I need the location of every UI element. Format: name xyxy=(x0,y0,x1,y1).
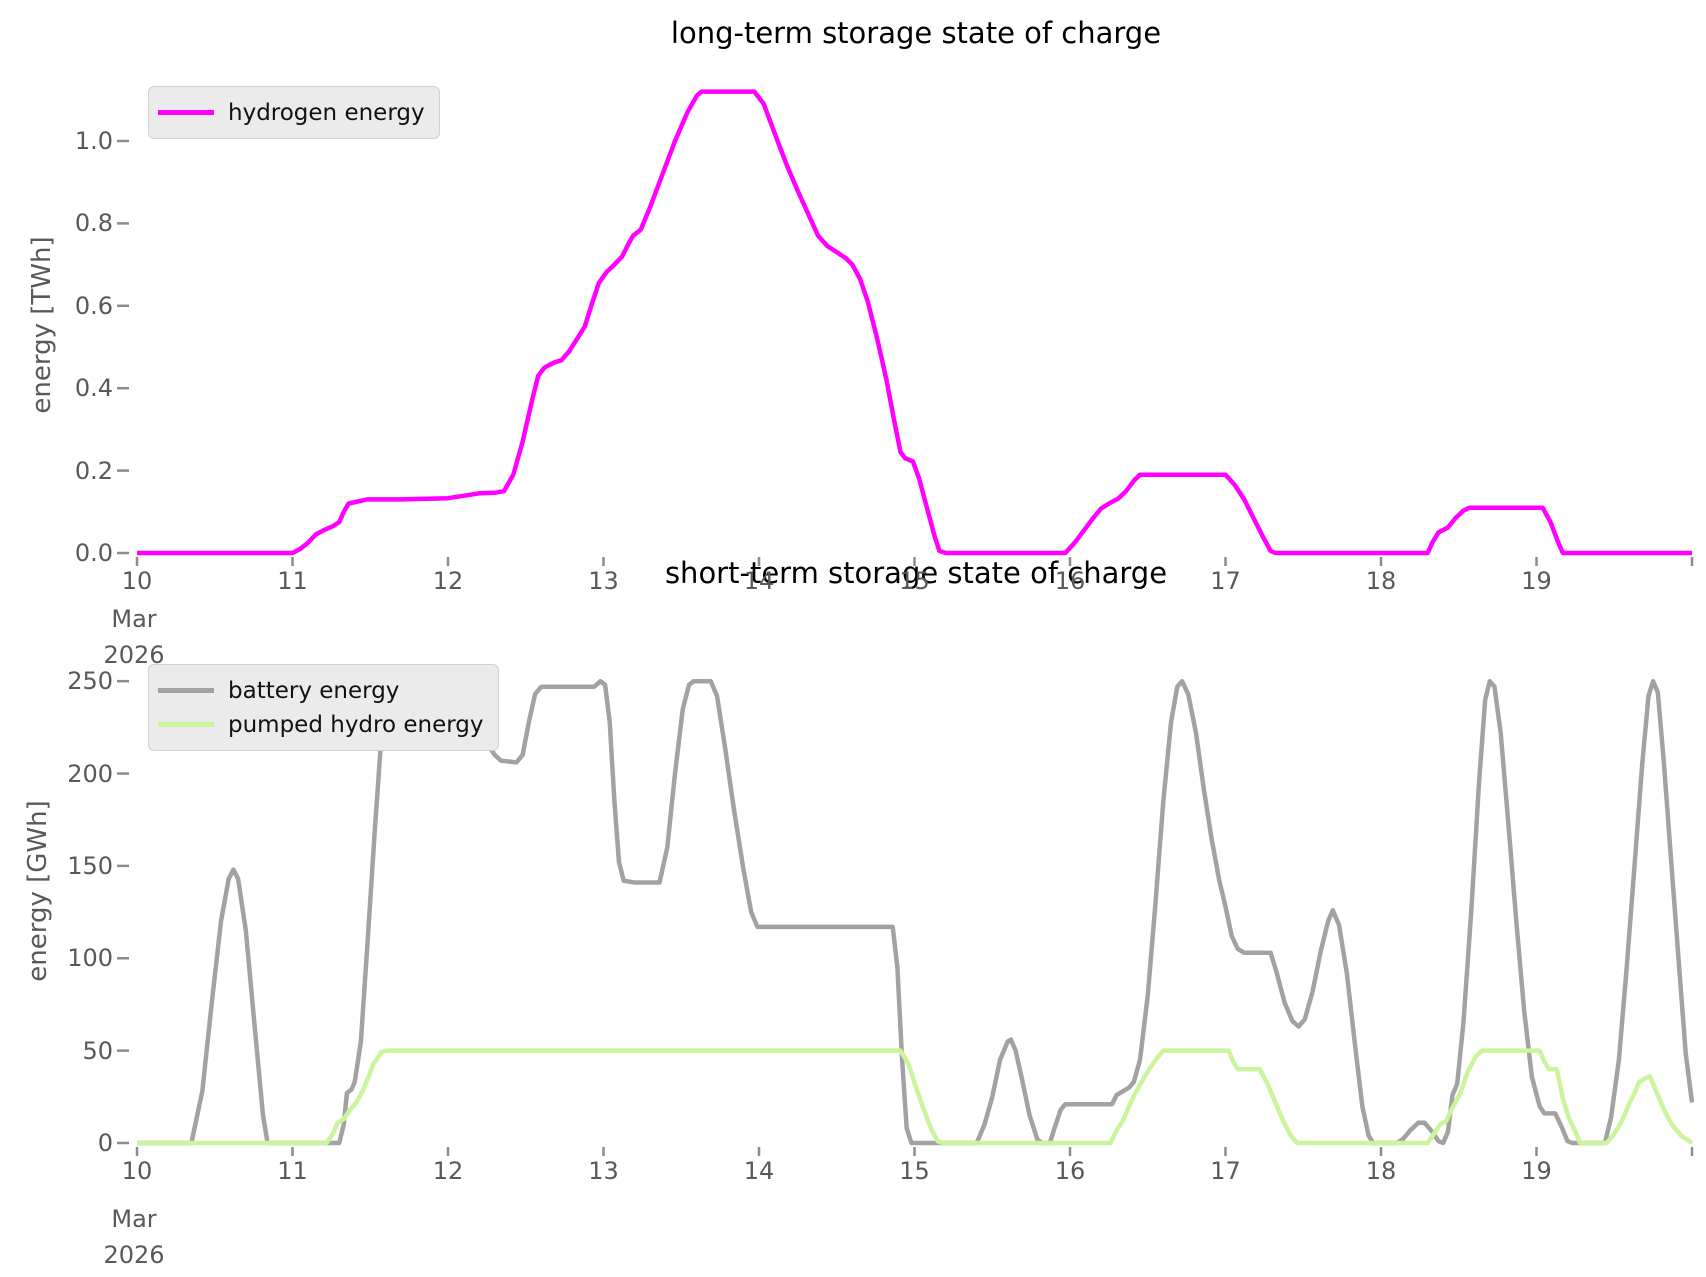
top-xtick-label: 18 xyxy=(1365,567,1397,595)
top-ytick-label: 0.8 xyxy=(74,209,113,238)
top-ytick-label: 0.6 xyxy=(74,291,113,320)
legend-label: battery energy xyxy=(228,677,400,704)
top-xtick-label: 17 xyxy=(1210,567,1241,595)
bottom-chart-legend: battery energy pumped hydro energy xyxy=(148,664,499,751)
bottom-xtick-label: 10 xyxy=(121,1157,153,1185)
bottom-ytick-label: 250 xyxy=(67,667,113,696)
top-chart-legend: hydrogen energy xyxy=(148,86,440,139)
bottom-ytick-label: 50 xyxy=(82,1036,113,1065)
bottom-xtick-label: 15 xyxy=(899,1157,930,1185)
top-ytick-label: 0.2 xyxy=(74,456,113,485)
bottom-xtick-label: 18 xyxy=(1365,1157,1397,1185)
bottom-ytick-label: 150 xyxy=(67,851,113,880)
legend-swatch xyxy=(158,722,214,727)
legend-item: pumped hydro energy xyxy=(158,710,484,739)
legend-item: battery energy xyxy=(158,676,484,705)
legend-swatch xyxy=(158,688,214,693)
bottom-chart-x-offset-year: 2026 xyxy=(103,1241,165,1269)
bottom-xtick-label: 14 xyxy=(743,1157,775,1185)
top-xtick-label: 11 xyxy=(277,567,308,595)
pumped-hydro-energy-line xyxy=(137,1048,1694,1146)
bottom-xtick-label: 11 xyxy=(277,1157,308,1185)
top-chart-x-offset-month: Mar xyxy=(111,605,157,633)
top-xtick-label: 14 xyxy=(743,567,775,595)
top-xtick-label: 15 xyxy=(899,567,930,595)
top-chart-title: long-term storage state of charge xyxy=(670,16,1162,50)
top-xtick-label: 16 xyxy=(1054,567,1086,595)
bottom-ytick-label: 0 xyxy=(97,1129,113,1157)
top-ytick-label: 0.4 xyxy=(74,374,113,403)
top-ytick-label: 1.0 xyxy=(74,127,113,155)
bottom-chart-y-axis-label: energy [GWh] xyxy=(23,800,53,982)
top-ytick-label: 0.0 xyxy=(74,539,113,567)
legend-label: pumped hydro energy xyxy=(228,711,484,738)
bottom-chart-title: short-term storage state of charge xyxy=(664,556,1168,590)
top-xtick-label: 19 xyxy=(1521,567,1552,595)
legend-item: hydrogen energy xyxy=(158,98,425,127)
hydrogen-energy-line xyxy=(137,89,1692,556)
legend-label: hydrogen energy xyxy=(228,99,425,126)
bottom-xtick-label: 19 xyxy=(1521,1157,1552,1185)
top-xtick-label: 10 xyxy=(121,567,153,595)
legend-swatch xyxy=(158,110,214,115)
top-xtick-label: 13 xyxy=(588,567,619,595)
bottom-ytick-label: 100 xyxy=(67,944,113,973)
bottom-xtick-label: 13 xyxy=(588,1157,619,1185)
bottom-xtick-label: 17 xyxy=(1210,1157,1241,1185)
bottom-ytick-label: 200 xyxy=(67,759,113,788)
bottom-chart-x-offset-month: Mar xyxy=(111,1205,157,1233)
top-xtick-label: 12 xyxy=(432,567,464,595)
bottom-xtick-label: 16 xyxy=(1054,1157,1086,1185)
bottom-xtick-label: 12 xyxy=(432,1157,464,1185)
